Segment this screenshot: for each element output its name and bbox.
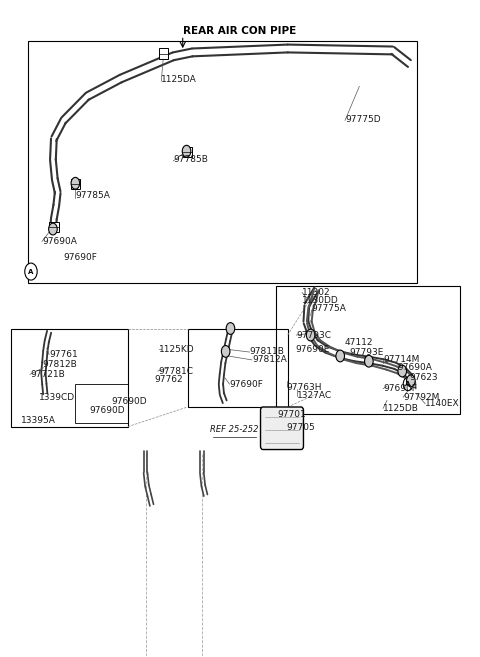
Bar [75, 384, 128, 423]
Text: 97812B: 97812B [42, 360, 77, 369]
Circle shape [398, 365, 407, 377]
Circle shape [407, 375, 415, 387]
Circle shape [226, 323, 235, 334]
Text: 1140EX: 1140EX [425, 399, 460, 408]
Text: 97811B: 97811B [250, 347, 285, 356]
Text: 1339CD: 1339CD [38, 393, 75, 401]
Text: 97690E: 97690E [295, 345, 329, 354]
Text: 1125DA: 1125DA [161, 76, 197, 84]
Text: 97721B: 97721B [30, 370, 65, 379]
Text: 97781C: 97781C [158, 367, 193, 376]
Text: 97623: 97623 [409, 373, 438, 382]
Bar [183, 147, 192, 157]
Text: 97690F: 97690F [383, 384, 417, 393]
Circle shape [403, 378, 413, 391]
Text: 11302: 11302 [302, 288, 331, 297]
Text: 97762: 97762 [154, 375, 183, 384]
Text: 47112: 47112 [345, 338, 373, 348]
Text: 97701: 97701 [277, 411, 306, 419]
Circle shape [182, 145, 191, 157]
Text: 97785A: 97785A [75, 191, 110, 200]
Text: 97690D: 97690D [90, 406, 125, 415]
Text: 97785B: 97785B [173, 155, 208, 164]
Bar [28, 41, 417, 283]
Text: 97690D: 97690D [111, 397, 147, 406]
Text: 97761: 97761 [49, 350, 78, 359]
Circle shape [221, 346, 230, 357]
Text: 97793E: 97793E [350, 348, 384, 357]
Text: 97690F: 97690F [229, 380, 264, 388]
Text: REAR AIR CON PIPE: REAR AIR CON PIPE [183, 26, 297, 36]
Text: 97812A: 97812A [252, 355, 287, 364]
Bar [159, 49, 168, 59]
Text: 97793C: 97793C [296, 330, 331, 340]
Text: A: A [28, 269, 34, 275]
FancyBboxPatch shape [261, 407, 303, 449]
Text: 97775A: 97775A [312, 304, 347, 313]
Text: 97775D: 97775D [345, 115, 381, 124]
Text: 97714M: 97714M [383, 355, 420, 365]
Text: 1130DD: 1130DD [302, 296, 339, 305]
Text: 97690A: 97690A [42, 237, 77, 246]
Text: A: A [405, 381, 411, 387]
Bar [276, 286, 459, 413]
Text: 97763H: 97763H [287, 383, 322, 392]
Text: 13395A: 13395A [21, 416, 55, 424]
Text: 1327AC: 1327AC [297, 391, 332, 399]
Circle shape [306, 329, 315, 341]
Text: 1125KD: 1125KD [159, 345, 194, 354]
Text: 97690F: 97690F [63, 254, 97, 262]
Circle shape [336, 350, 345, 362]
Circle shape [364, 355, 373, 367]
Text: 97705: 97705 [287, 424, 315, 432]
Circle shape [25, 263, 37, 280]
Bar [49, 222, 59, 233]
Text: 97690A: 97690A [397, 363, 432, 373]
Bar [188, 328, 288, 407]
Bar [11, 328, 128, 426]
Text: 1125DB: 1125DB [383, 404, 419, 413]
Circle shape [71, 177, 80, 189]
Text: REF 25-252: REF 25-252 [210, 426, 259, 434]
Circle shape [48, 223, 57, 235]
Text: 97792M: 97792M [403, 393, 440, 401]
Bar [71, 179, 80, 189]
